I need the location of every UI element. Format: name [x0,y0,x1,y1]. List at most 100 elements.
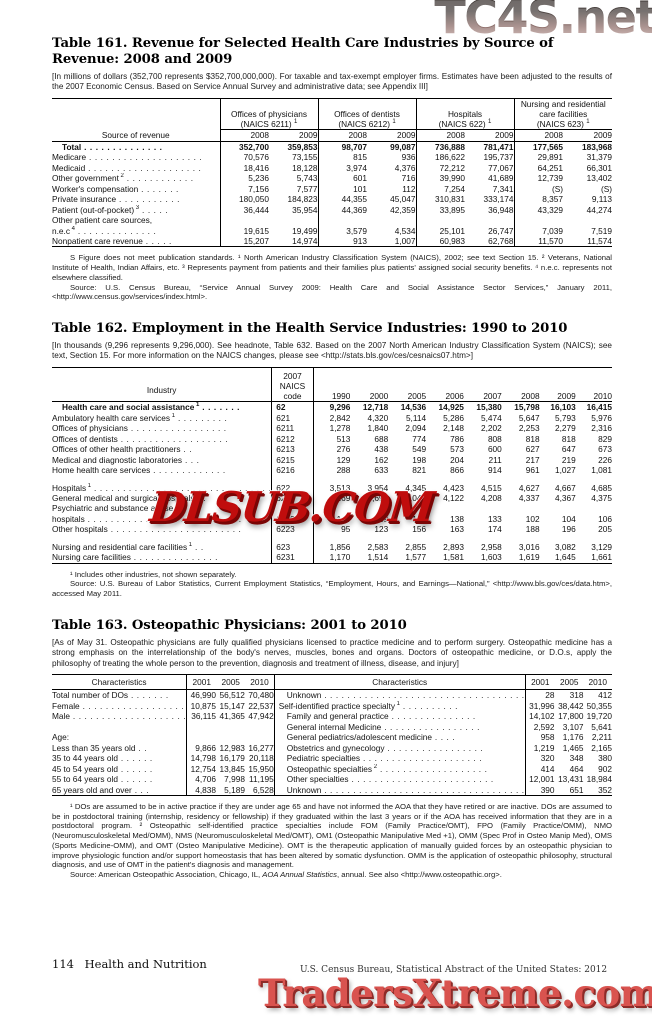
table-cell: 99,087 [390,141,416,152]
table-row: 65 years old and over . . . 4,838 5,189 6,5… [52,784,612,796]
naics-code: 6216 [271,465,314,476]
table-cell: 45,047 [390,194,416,205]
table-cell: 36,948 [488,204,514,215]
row-spacer [52,475,612,483]
table-cell: 5,976 [591,412,612,423]
row-label: Nonpatient care revenue . . . . . [52,235,172,246]
table-cell: 1,027 [555,465,576,476]
naics-code: 623 [271,541,314,553]
naics-code: 622 [271,482,314,493]
naics-code: 621 [271,412,314,424]
table-cell [540,503,576,513]
table-cell: 177,565 [513,141,563,153]
table-cell: 1,645 [555,552,576,563]
table-cell: 359,853 [287,141,318,152]
table-163-footnotes: ¹ DOs are assumed to be in active practi… [52,802,612,879]
t163-year: 2001 [186,674,217,690]
table-cell: 70,576 [219,152,269,163]
table-cell: 47,942 [248,711,274,722]
table-cell: 204 [450,454,464,465]
table-cell: 44,355 [317,194,367,205]
table-cell: 73,155 [292,152,318,163]
table-cell: 5,641 [591,721,612,732]
table-cell: 198 [412,454,427,465]
table-cell: 288 [312,465,351,476]
table-cell: 808 [487,433,502,444]
table-cell: 673 [598,444,612,455]
t161-stub-header: Source of revenue [101,130,170,141]
table-cell: 3,579 [317,225,367,236]
table-cell: 2,316 [591,423,612,434]
table-row: Medicaid . . . . . . . . . . . . . . . .… [52,162,612,174]
table-cell: 106 [598,513,612,524]
table-row: Medicare . . . . . . . . . . . . . . . .… [52,152,612,163]
table-cell: 716 [401,173,416,184]
row-label: Health care and social assistance 1 . . … [62,402,241,413]
page-content: Table 161. Revenue for Selected Health C… [52,0,612,880]
table-cell: 56,512 [219,690,245,701]
table-cell [216,722,245,732]
t161-year: 2008 [219,129,269,142]
table-cell: 8,357 [513,194,563,205]
table-cell: 11,574 [587,235,612,246]
table-cell [367,215,416,225]
table-cell: 7,254 [415,183,465,195]
table-cell: 36,115 [186,711,217,722]
row-label: General medical and surgical hospitals .… [52,492,207,503]
table-cell: 438 [374,444,389,455]
naics-code: 6212 [271,433,314,445]
table-cell: 4,367 [555,492,576,503]
table-161-footnotes: S Figure does not meet publication stand… [52,253,612,302]
table-cell: 3,692 [367,492,389,503]
row-label: Osteopathic specialties 2 . . . . . . . … [273,763,526,775]
table-cell [216,732,245,742]
table-row: Health care and social assistance 1 . . … [52,401,612,413]
row-label: Self-identified practice specialty 1 . .… [273,700,526,712]
table-cell [186,721,217,733]
table-cell: 60,983 [415,235,465,247]
t162-year: 2010 [593,390,612,401]
table-cell: 829 [598,433,612,444]
table-row: Nursing care facilities . . . . . . . . … [52,552,612,564]
table-cell: 936 [401,152,416,163]
table-cell: 16,415 [586,402,612,413]
table-cell: 549 [412,444,427,455]
table-cell: 50,355 [586,700,612,711]
naics-code: 6223 [271,524,314,535]
table-cell: 98,707 [317,141,367,153]
table-cell: 18,128 [292,162,318,173]
table-cell: 12,754 [186,763,217,775]
table-cell: 1,581 [443,552,464,563]
table-cell: 112 [402,183,416,194]
table-cell: 205 [598,524,612,535]
row-label: hospitals . . . . . . . . . . . . . . . … [52,513,242,524]
t162-year: 2007 [483,390,502,401]
table-cell: 818 [525,433,540,444]
table-163: Characteristics 2001 2005 2010 Character… [52,674,612,796]
table-row: Other hospitals . . . . . . . . . . . . … [52,524,612,535]
naics-code: 6222 [271,513,314,525]
row-label: Offices of physicians . . . . . . . . . … [52,423,227,434]
table-cell: 174 [487,524,502,535]
table-cell: 26,747 [488,225,514,236]
table-cell: 25,101 [415,225,465,236]
row-label: Psychiatric and substance abuse [52,503,174,514]
naics-code: 6211 [271,423,314,434]
t161-year: 2009 [465,129,514,142]
table-cell: 14,798 [186,753,217,764]
table-cell: 4,515 [481,482,502,493]
table-cell: 4,685 [591,482,612,493]
table-cell: 601 [317,173,367,184]
table-cell: 18,416 [219,162,269,174]
t161-year: 2008 [317,129,367,142]
table-cell: 818 [561,433,576,444]
table-cell: 28 [524,689,555,701]
table-row: Worker's compensation . . . . . . . 7,156… [52,183,612,195]
table-cell: 211 [488,454,502,465]
table-row: Psychiatric and substance abuse [52,503,612,514]
table-cell: 3,107 [562,721,584,732]
t162-year: 2000 [369,390,389,401]
row-spacer [52,722,187,732]
table-cell: 627 [525,444,540,455]
table-row: Age: General pediatrics/adolescent medici… [52,732,612,743]
